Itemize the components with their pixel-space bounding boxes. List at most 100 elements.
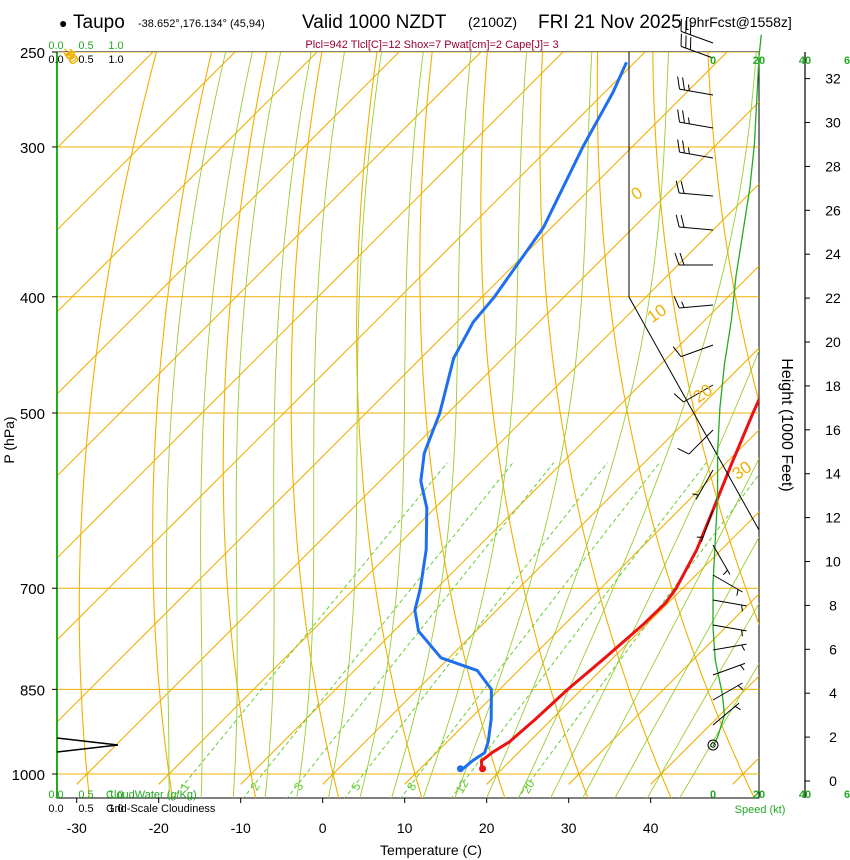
dry-adiabat (707, 52, 759, 404)
y-axis-title: P (hPa) (1, 416, 17, 463)
barb-shaft (679, 192, 714, 197)
p-tick-label: 1000 (12, 767, 45, 784)
cloudiness-tick-bottom: 0.0 (48, 803, 63, 815)
barb-half-flag (681, 301, 685, 308)
p-tick-label: 700 (20, 581, 45, 598)
speed-tick-bottom: 6 (844, 789, 850, 801)
barb-flag (679, 252, 685, 266)
moist-adiabat (454, 52, 593, 798)
barb-half-flag (687, 117, 690, 124)
barb-shaft (712, 599, 747, 607)
height-tick-label: 26 (825, 202, 841, 218)
barb-shaft (712, 624, 747, 632)
barb-half-flag (734, 705, 741, 711)
cloudiness-label: Grid-Scale Cloudiness (106, 803, 216, 815)
x-tick-label: 20 (479, 820, 495, 836)
p-tick-label: 850 (20, 682, 45, 699)
dry-adiabat (78, 52, 157, 798)
dry-adiabat (290, 52, 340, 798)
barb-half-flag (722, 569, 728, 576)
speed-tick-bottom: 20 (753, 789, 765, 801)
wind-barb-icon (692, 469, 714, 500)
barb-shaft (680, 344, 714, 358)
height-tick-label: 24 (825, 246, 841, 262)
wind-barb-icon (712, 574, 743, 596)
bullet-icon: ● (59, 15, 67, 31)
height-tick-label: 8 (829, 597, 837, 613)
p-tick-label: 500 (20, 406, 45, 423)
sounding-profiles (413, 61, 759, 773)
dewpoint-profile (413, 61, 628, 770)
surface-temperature-marker (479, 765, 487, 773)
wind-panel (628, 18, 762, 751)
wind-barb-icon (712, 682, 744, 701)
isotherm-label-right: 20 (690, 380, 716, 406)
wind-barb-icon (675, 214, 714, 231)
barb-half-flag (737, 685, 744, 691)
barb-flag (673, 296, 680, 309)
x-tick-label: -30 (67, 820, 87, 836)
isotherm-line (568, 593, 759, 785)
barb-half-flag (692, 493, 699, 496)
location-title: Taupo (73, 12, 125, 33)
height-tick-label: 2 (829, 729, 837, 745)
moist-adiabat (614, 536, 759, 798)
barb-shaft (679, 121, 714, 129)
barb-shaft (683, 384, 714, 403)
cloudiness-tick-bottom: 0.5 (78, 803, 93, 815)
barb-half-flag (736, 589, 739, 596)
location-coords: -38.652°,176.134° (45,94) (138, 18, 265, 30)
dry-adiabat (222, 52, 268, 798)
valid-date: FRI 21 Nov 2025 (538, 12, 682, 33)
barb-flag (682, 140, 685, 154)
dry-adiabat (419, 52, 506, 798)
wind-barb-icon (674, 252, 713, 266)
barb-flag (672, 346, 682, 357)
barb-shaft (712, 682, 743, 701)
barb-flag (677, 109, 681, 123)
isotherm-line (158, 183, 759, 785)
moist-adiabat (646, 602, 759, 798)
cloudwater-tick-bottom: 0.5 (78, 789, 93, 801)
moist-adiabat (200, 52, 253, 798)
moist-adiabat (232, 52, 282, 798)
barb-shaft (712, 574, 743, 593)
surface-dewpoint-marker (456, 765, 464, 773)
barb-shaft (688, 429, 714, 455)
wind-barb-icon (712, 599, 747, 612)
moist-adiabat (166, 52, 227, 798)
isotherm-line (57, 52, 564, 559)
barb-half-flag (741, 644, 746, 651)
p-tick-label: 300 (20, 140, 45, 157)
barb-flag (680, 181, 685, 194)
p-tick-label: 400 (20, 290, 45, 307)
isotherm-line (57, 52, 236, 231)
x-tick-label: 10 (397, 820, 413, 836)
cloudwater-tick-bottom: 1.0 (108, 789, 123, 801)
barb-flag (674, 252, 680, 266)
height-tick-label: 28 (825, 158, 841, 174)
barb-flag (675, 214, 680, 228)
barb-shaft (695, 469, 714, 500)
isotherm-line (57, 52, 646, 641)
x-tick-label: 30 (561, 820, 577, 836)
height-tick-label: 10 (825, 554, 841, 570)
speed-tick-top: 40 (799, 55, 811, 67)
mixing-ratio-line (450, 462, 707, 798)
cloudwater-tick-bottom: 0.0 (48, 789, 63, 801)
height-tick-label: 18 (825, 378, 841, 394)
speed-tick-top: 20 (753, 55, 765, 67)
wind-barb-icon (696, 509, 714, 543)
wind-barb-icon (680, 33, 714, 59)
wind-barb-icon (712, 624, 747, 637)
wind-barb-icon (712, 702, 741, 726)
cloudiness-tick-top: 0.0 (48, 54, 63, 66)
barb-shaft (712, 544, 731, 575)
cloudwater-label: CloudWater (g/Kg) (106, 789, 197, 801)
cloudiness-tick-top: 1.0 (108, 54, 123, 66)
barb-shaft (712, 643, 747, 651)
barb-flag (680, 215, 685, 228)
dry-adiabat (356, 52, 423, 798)
